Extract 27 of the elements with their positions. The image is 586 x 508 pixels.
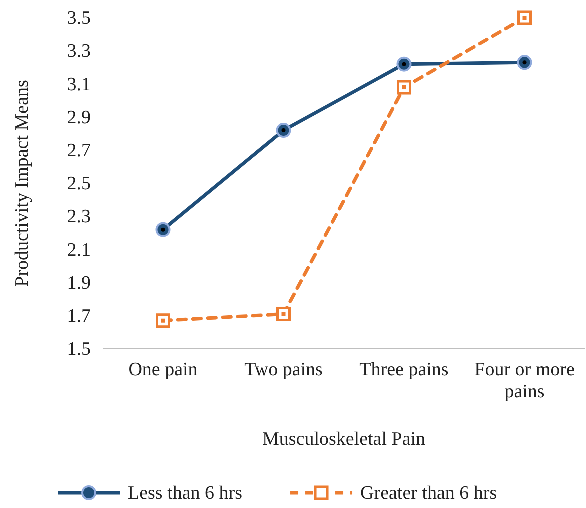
point <box>517 55 532 70</box>
y-tick-label: 2.7 <box>67 140 91 162</box>
point <box>397 80 412 95</box>
y-tick-label: 2.1 <box>67 240 91 261</box>
y-tick-label: 2.9 <box>67 107 91 128</box>
point <box>156 222 171 238</box>
y-axis-title: Productivity Impact Means <box>12 80 33 287</box>
y-tick-label: 3.1 <box>67 74 91 96</box>
x-tick-label: Two pains <box>244 359 323 380</box>
point <box>276 306 291 322</box>
x-axis-title: Musculoskeletal Pain <box>262 429 426 450</box>
x-tick-label: One pain <box>128 359 198 380</box>
x-tick-label: Four or more pains <box>474 359 575 402</box>
x-tick-label: Three pains <box>360 359 449 380</box>
y-tick-label: 3.5 <box>67 8 91 30</box>
point <box>276 123 292 138</box>
y-tick-label: 1.9 <box>67 272 91 294</box>
y-tick-label: 1.7 <box>67 306 91 327</box>
legend-label: Greater than 6 hrs <box>360 483 498 504</box>
legend-label: Less than 6 hrs <box>128 483 243 504</box>
y-tick-label: 2.3 <box>67 206 91 228</box>
point <box>156 314 170 328</box>
point <box>396 56 412 72</box>
y-tick-label: 1.5 <box>67 339 91 360</box>
y-tick-label: 2.5 <box>67 174 91 195</box>
point <box>518 10 532 26</box>
y-tick-label: 3.3 <box>67 41 91 62</box>
